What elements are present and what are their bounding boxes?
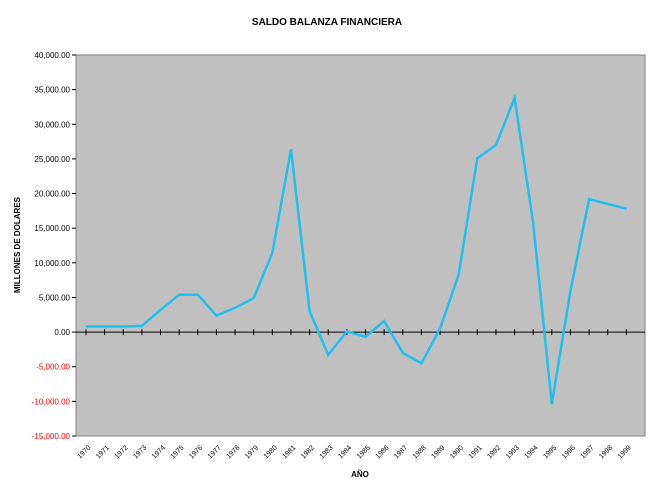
x-tick-label: 1995 [542,444,558,460]
x-tick-label: 1974 [151,444,167,460]
chart-title: SALDO BALANZA FINANCIERA [252,17,402,28]
y-tick-label: -15,000.00 [32,432,71,441]
y-tick-label: 25,000.00 [34,155,70,164]
x-tick-label: 1987 [393,444,409,460]
x-tick-label: 1971 [95,444,111,460]
y-tick-label: 5,000.00 [39,293,71,302]
x-tick-label: 1983 [319,444,335,460]
x-tick-label: 1986 [375,444,391,460]
x-tick-label: 1994 [524,444,540,460]
y-tick-label: 40,000.00 [34,51,70,60]
x-tick-label: 1996 [561,444,577,460]
x-tick-label: 1972 [114,444,130,460]
x-tick-label: 1998 [598,444,614,460]
x-tick-label: 1976 [188,444,204,460]
series-line [86,93,627,405]
y-tick-label: 35,000.00 [34,86,70,95]
x-tick-label: 1977 [207,444,223,460]
x-tick-label: 1973 [132,444,148,460]
y-axis: -15,000.00 -10,000.00 -5,000.00 0.00 5,000.0… [32,51,76,441]
x-tick-label: 1979 [244,444,260,460]
x-tick-label: 1989 [430,444,446,460]
x-axis-label: AÑO [351,470,369,479]
x-tick-label: 1985 [356,444,372,460]
x-tick-label: 1970 [76,444,92,460]
y-tick-label: 0.00 [54,328,70,337]
x-tick-label: 1982 [300,444,316,460]
y-tick-label: -5,000.00 [36,363,70,372]
y-tick-label: -10,000.00 [32,397,71,406]
x-tick-label: 1999 [617,444,633,460]
y-tick-label: 20,000.00 [34,190,70,199]
x-tick-label: 1991 [468,444,484,460]
x-tick-label: 1978 [226,444,242,460]
y-axis-label: MILLONES DE DOLARES [13,196,22,293]
plot-area [75,54,646,437]
x-tick-label: 1992 [486,444,502,460]
x-tick-label: 1990 [449,444,465,460]
x-tick-label: 1981 [281,444,297,460]
x-tick-label: 1997 [580,444,596,460]
x-tick-label: 1988 [412,444,428,460]
x-tick-label: 1984 [337,444,353,460]
y-tick-label: 30,000.00 [34,120,70,129]
y-tick-label: 10,000.00 [34,259,70,268]
y-tick-label: 15,000.00 [34,224,70,233]
x-tick-label: 1993 [505,444,521,460]
series-layer [85,93,627,405]
x-tick-label: 1975 [170,444,186,460]
x-tick-label: 1980 [263,444,279,460]
